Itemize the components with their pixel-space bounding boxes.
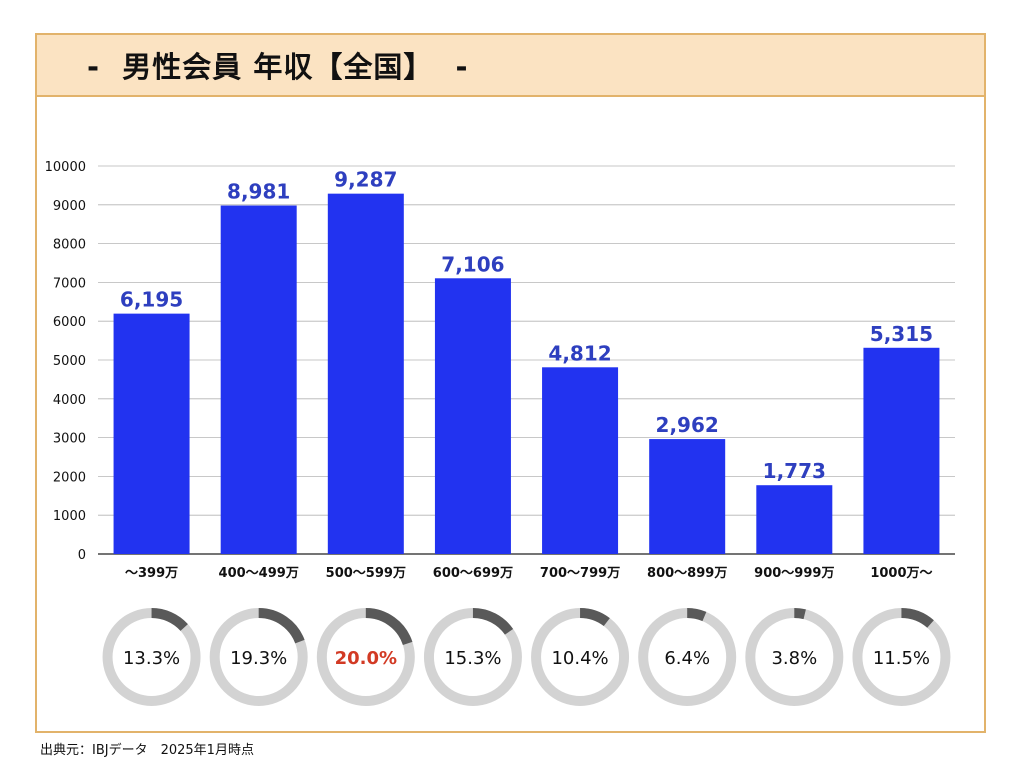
bar-value-label: 7,106 <box>441 252 504 276</box>
percentage-label: 13.3% <box>123 648 180 669</box>
y-tick-label: 7000 <box>53 276 86 291</box>
y-tick-label: 9000 <box>53 199 86 214</box>
x-tick-label: 400〜499万 <box>219 566 299 581</box>
bar <box>220 205 297 554</box>
percentage-ring-fill <box>258 608 305 644</box>
percentage-label: 11.5% <box>873 648 930 669</box>
y-tick-label: 1000 <box>53 509 86 524</box>
bar-value-label: 1,773 <box>763 459 826 483</box>
y-tick-label: 2000 <box>53 470 86 485</box>
percentage-ring-fill <box>901 608 934 628</box>
bar-value-label: 4,812 <box>548 341 611 365</box>
bar <box>434 278 511 554</box>
y-tick-label: 3000 <box>53 432 86 447</box>
x-tick-label: 1000万〜 <box>870 566 932 581</box>
bar <box>863 347 940 554</box>
percentage-ring-fill <box>686 608 707 622</box>
title-bar: - 男性会員 年収【全国】 - <box>37 35 984 97</box>
percentage-label: 20.0% <box>335 648 397 669</box>
chart-frame: - 男性会員 年収【全国】 - <box>35 33 986 733</box>
x-tick-label: 500〜599万 <box>326 566 406 581</box>
bar <box>756 485 833 554</box>
percentage-label: 15.3% <box>444 648 501 669</box>
x-tick-label: 900〜999万 <box>754 566 834 581</box>
bar <box>649 439 726 554</box>
bar-value-label: 6,195 <box>120 288 183 312</box>
bar <box>113 313 190 554</box>
bar-value-label: 2,962 <box>656 413 719 437</box>
y-tick-label: 10000 <box>45 160 86 175</box>
percentage-ring-fill <box>365 608 413 646</box>
percentage-label: 10.4% <box>551 648 608 669</box>
x-tick-label: 600〜699万 <box>433 566 513 581</box>
y-tick-label: 5000 <box>53 354 86 369</box>
y-tick-label: 8000 <box>53 238 86 253</box>
x-tick-label: 〜399万 <box>125 566 178 581</box>
y-tick-label: 4000 <box>53 393 86 408</box>
percentage-ring-fill <box>579 608 610 627</box>
percentage-label: 6.4% <box>664 648 710 669</box>
bar <box>327 193 404 554</box>
bar-value-label: 8,981 <box>227 180 290 204</box>
percentage-ring-fill <box>151 608 188 632</box>
bar-value-label: 9,287 <box>334 168 397 192</box>
source-note: 出典元：IBJデータ 2025年1月時点 <box>40 743 254 758</box>
percentage-label: 3.8% <box>771 648 817 669</box>
bar-value-label: 5,315 <box>870 322 933 346</box>
percentage-ring-fill <box>472 608 514 635</box>
page-title: - 男性会員 年収【全国】 - <box>87 50 469 84</box>
percentage-label: 19.3% <box>230 648 287 669</box>
x-tick-label: 800〜899万 <box>647 566 727 581</box>
y-tick-label: 6000 <box>53 315 86 330</box>
bar <box>542 367 619 554</box>
x-tick-label: 700〜799万 <box>540 566 620 581</box>
percentage-ring-fill <box>794 608 806 620</box>
y-tick-label: 0 <box>78 548 86 563</box>
